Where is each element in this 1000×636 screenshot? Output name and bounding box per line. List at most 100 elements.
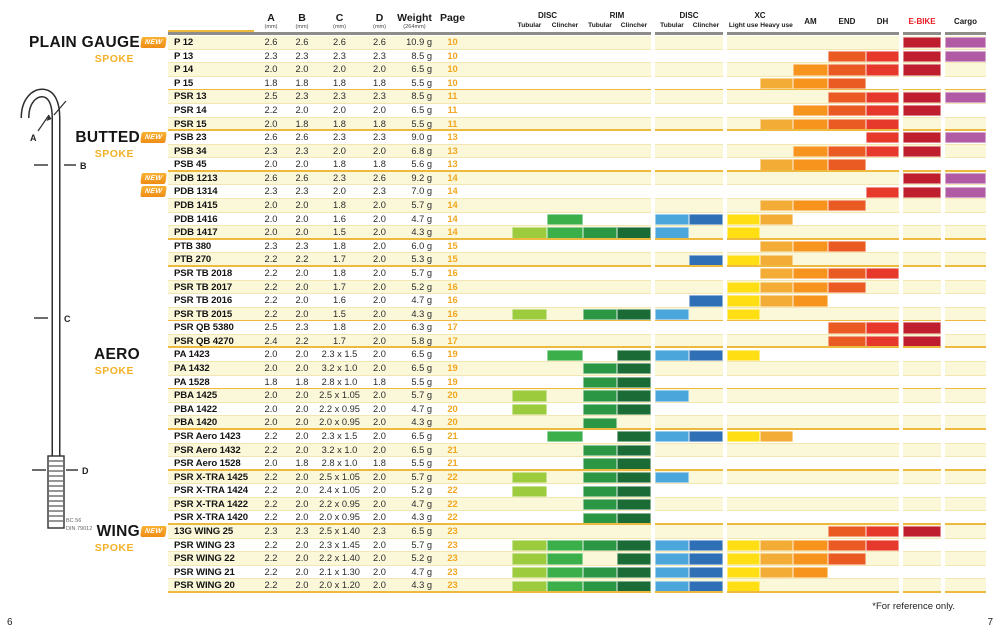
- cell-weight: 5.5 g: [411, 118, 432, 129]
- cell-page: 16: [447, 295, 458, 306]
- cell-page: 13: [447, 132, 458, 143]
- cell-b: 2.0: [295, 213, 309, 224]
- new-badge: NEW: [140, 172, 167, 184]
- cell-b: 2.0: [295, 390, 309, 401]
- cell-d: 2.3: [373, 526, 386, 537]
- cell-weight: 5.2 g: [411, 485, 432, 496]
- cell-b: 2.3: [295, 526, 309, 537]
- cell-weight: 5.2 g: [411, 553, 432, 564]
- subcolumn-header-disc2_clincher: Clincher: [692, 22, 720, 29]
- group-header-rim-1: RIM: [609, 11, 625, 20]
- cell-b: 2.0: [295, 430, 309, 441]
- cargo-cell-bg: [945, 294, 986, 308]
- cargo-cell-bg: [945, 484, 986, 498]
- cell-c: 2.8 x 1.0: [321, 376, 358, 387]
- cell-c: 2.0 x 0.95: [319, 512, 360, 523]
- app-cell-disc2_clincher: [689, 349, 723, 361]
- cell-b: 2.0: [295, 227, 309, 238]
- app-cell-rim_tubular: [583, 499, 617, 511]
- cell-b: 2.0: [295, 281, 309, 292]
- app-cell-end: [828, 50, 866, 62]
- ebike-cell-bg: [903, 402, 941, 417]
- cell-b: 2.3: [295, 186, 309, 197]
- table-row: [168, 266, 899, 281]
- cell-page: 23: [447, 580, 458, 591]
- cell-weight: 5.7 g: [411, 539, 432, 550]
- cell-a: 2.3: [264, 526, 278, 537]
- cell-a: 2.2: [264, 498, 278, 509]
- cell-page: 23: [447, 539, 458, 550]
- app-cell-rim_tubular: [583, 376, 617, 388]
- cargo-cell-bg: [945, 144, 986, 159]
- cell-c: 2.3: [333, 91, 346, 102]
- cell-weight: 4.3 g: [411, 227, 432, 238]
- column-header-a: A: [267, 12, 275, 24]
- cell-a: 2.0: [264, 213, 278, 224]
- cell-d: 2.0: [373, 104, 386, 115]
- app-cell-am: [793, 64, 828, 76]
- cell-c: 1.8: [333, 322, 346, 333]
- cell-c: 2.0: [333, 64, 346, 75]
- cell-a: 2.2: [264, 553, 278, 564]
- cell-b: 2.0: [295, 417, 309, 428]
- cell-page: 22: [447, 485, 458, 496]
- cell-b: 2.0: [295, 64, 309, 75]
- section-divider-orange: [168, 346, 986, 349]
- cell-c: 2.5 x 1.05: [319, 390, 360, 401]
- table-row: [168, 199, 899, 213]
- table-row: [168, 144, 899, 159]
- cell-page: 21: [447, 444, 458, 455]
- app-cell-xc_heavy: [760, 159, 793, 171]
- app-cell-disc2_tubular: [655, 349, 689, 361]
- app-cell-dh: [866, 64, 899, 76]
- cell-b: 2.6: [295, 132, 309, 143]
- cell-page: 14: [447, 186, 458, 197]
- cell-weight: 8.5 g: [411, 50, 432, 61]
- new-badge: NEW: [140, 132, 167, 144]
- cargo-cell-bg: [945, 402, 986, 417]
- cargo-cell-bg: [945, 63, 986, 77]
- cell-c: 1.7: [333, 335, 346, 346]
- subcolumn-header-disc2_tubular: Tubular: [660, 22, 684, 29]
- cell-a: 2.2: [264, 512, 278, 523]
- app-cell-rim_tubular: [583, 417, 617, 429]
- cell-c: 1.8: [333, 159, 346, 170]
- section-divider-orange: [168, 523, 986, 526]
- cell-weight: 5.7 g: [411, 267, 432, 278]
- app-cell-rim_tubular: [583, 539, 617, 552]
- cell-d: 2.0: [373, 227, 386, 238]
- cell-product-name: PSR X-TRA 1425: [174, 471, 248, 483]
- app-cell-dh: [866, 91, 899, 103]
- cell-a: 2.2: [264, 308, 278, 319]
- cell-a: 2.0: [264, 64, 278, 75]
- app-cell-xc_heavy: [760, 295, 793, 307]
- cell-d: 2.0: [373, 566, 386, 577]
- table-row: [168, 185, 899, 199]
- subcolumn-header-disc_tubular: Tubular: [517, 22, 542, 29]
- ebike-cell-bg: [903, 199, 941, 213]
- cell-a: 2.2: [264, 580, 278, 591]
- app-cell-disc2_clincher: [689, 254, 723, 266]
- cell-product-name: PDB 1415: [174, 200, 218, 212]
- diagram-label-c: C: [64, 314, 71, 324]
- cell-b: 2.0: [295, 580, 309, 591]
- cell-a: 2.3: [264, 240, 278, 251]
- app-cell-disc_clincher: [547, 213, 583, 225]
- app-cell-disc2_clincher: [689, 213, 723, 225]
- cell-weight: 9.0 g: [411, 132, 432, 143]
- cell-b: 2.0: [295, 403, 309, 414]
- cell-d: 2.0: [373, 498, 386, 509]
- app-cell-cargo: [945, 173, 986, 185]
- app-cell-rim_clincher: [617, 553, 651, 565]
- app-cell-disc2_tubular: [655, 431, 689, 443]
- cell-b: 2.3: [295, 240, 309, 251]
- cell-a: 2.5: [264, 322, 278, 333]
- cell-page: 13: [447, 159, 458, 170]
- app-cell-ebike: [903, 91, 941, 103]
- cell-page: 16: [447, 308, 458, 319]
- app-cell-rim_clincher: [617, 580, 651, 592]
- app-cell-am: [793, 567, 828, 579]
- app-cell-rim_tubular: [583, 485, 617, 497]
- cell-product-name: PA 1528: [174, 376, 210, 388]
- cell-c: 2.3: [333, 50, 346, 61]
